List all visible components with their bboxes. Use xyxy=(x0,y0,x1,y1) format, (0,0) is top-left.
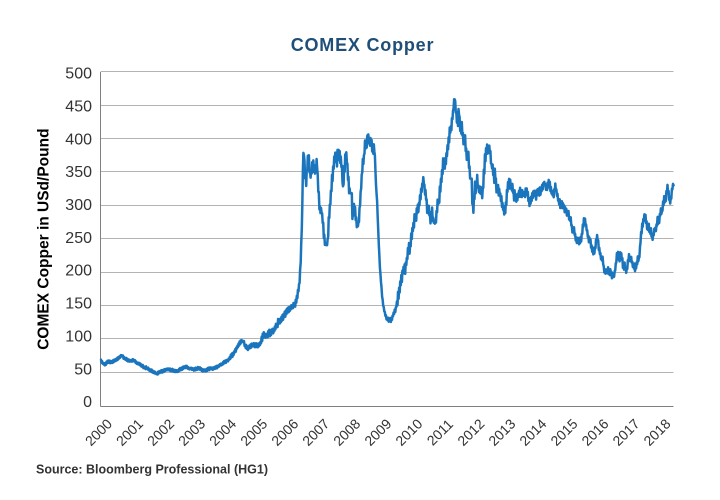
svg-text:250: 250 xyxy=(65,230,92,247)
svg-text:COMEX Copper: COMEX Copper xyxy=(291,35,435,55)
svg-text:150: 150 xyxy=(65,296,92,313)
svg-text:Source: Bloomberg Professional: Source: Bloomberg Professional (HG1) xyxy=(36,463,268,477)
svg-text:50: 50 xyxy=(74,361,92,378)
svg-text:100: 100 xyxy=(65,328,92,345)
svg-text:450: 450 xyxy=(65,99,92,116)
svg-text:500: 500 xyxy=(65,66,92,83)
svg-text:400: 400 xyxy=(65,131,92,148)
svg-text:200: 200 xyxy=(65,263,92,280)
svg-text:0: 0 xyxy=(83,394,92,411)
svg-text:350: 350 xyxy=(65,164,92,181)
svg-text:300: 300 xyxy=(65,197,92,214)
svg-text:COMEX Copper in USd/Pound: COMEX Copper in USd/Pound xyxy=(36,128,53,349)
